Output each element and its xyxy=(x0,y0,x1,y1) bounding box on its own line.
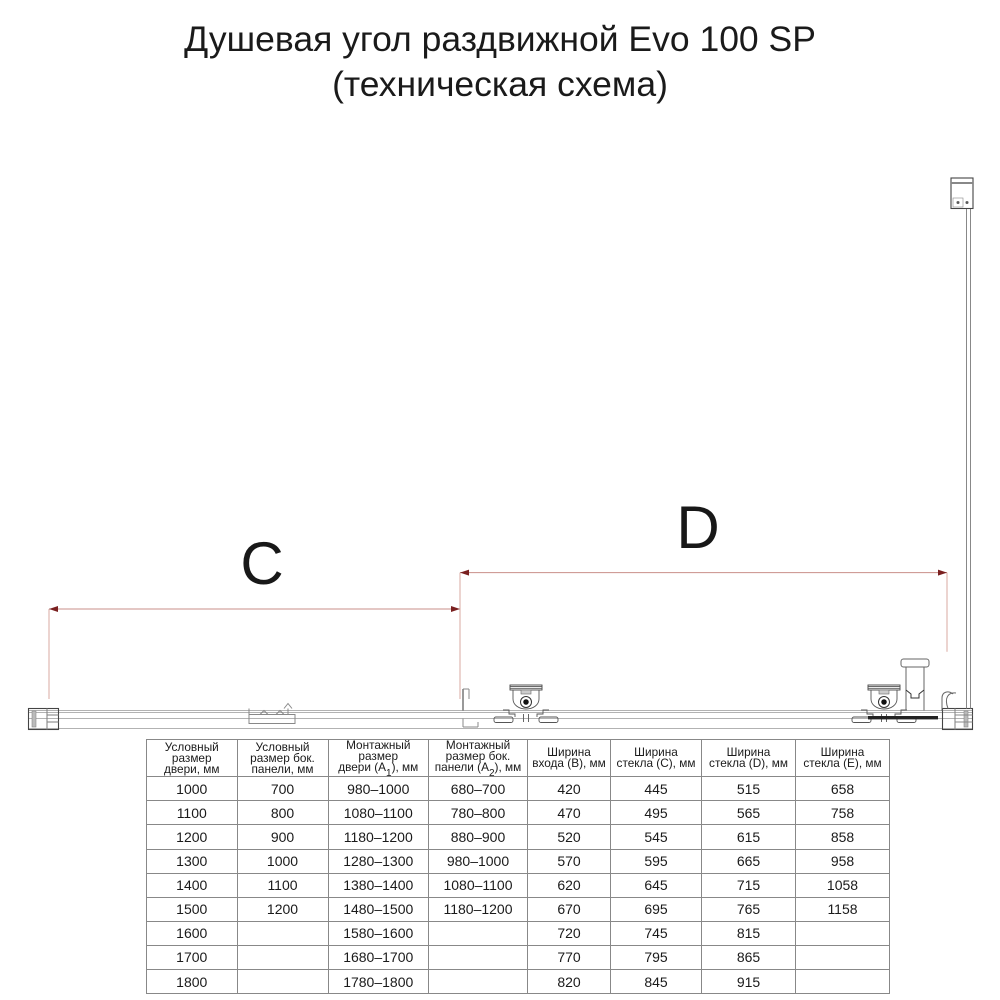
svg-text:D: D xyxy=(676,494,719,561)
svg-text:C: C xyxy=(240,530,283,597)
